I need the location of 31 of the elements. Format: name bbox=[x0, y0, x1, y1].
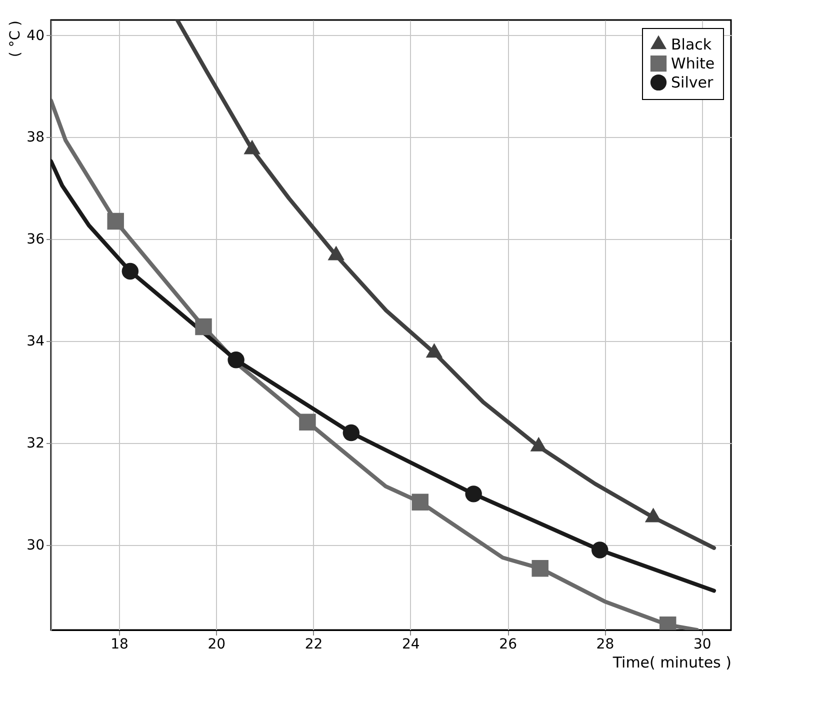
point bbox=[465, 486, 482, 502]
point bbox=[107, 212, 124, 230]
point bbox=[532, 560, 548, 577]
legend-label: Silver bbox=[671, 74, 714, 92]
y-tick-label: 34 bbox=[26, 334, 45, 350]
x-tick-label: 22 bbox=[304, 636, 323, 652]
point bbox=[195, 318, 212, 336]
y-tick-label: 40 bbox=[26, 28, 44, 44]
legend-label: Black bbox=[671, 36, 712, 54]
line-series bbox=[51, 98, 699, 630]
x-tick-label: 30 bbox=[693, 636, 712, 652]
y-tick-label: 30 bbox=[26, 537, 44, 554]
point bbox=[591, 542, 608, 558]
x-tick-label: 20 bbox=[208, 636, 226, 652]
point bbox=[228, 352, 244, 368]
x-tick-label: 26 bbox=[499, 636, 518, 652]
point bbox=[412, 494, 429, 510]
line-series bbox=[175, 20, 716, 550]
legend-label: White bbox=[671, 54, 715, 72]
line-series bbox=[51, 159, 716, 593]
point bbox=[342, 424, 360, 442]
x-tick-label: 28 bbox=[596, 636, 614, 652]
point bbox=[299, 414, 316, 430]
x-tick-label: 18 bbox=[110, 636, 128, 652]
x-axis-title: Time( minutes ) bbox=[612, 654, 732, 672]
y-tick-label: 38 bbox=[26, 130, 44, 146]
x-tick-label: 24 bbox=[402, 636, 420, 652]
y-tick-label: 32 bbox=[26, 435, 44, 452]
point bbox=[122, 262, 139, 280]
y-tick-label: 36 bbox=[26, 232, 45, 248]
y-axis-title: ( °C ) bbox=[8, 20, 24, 58]
